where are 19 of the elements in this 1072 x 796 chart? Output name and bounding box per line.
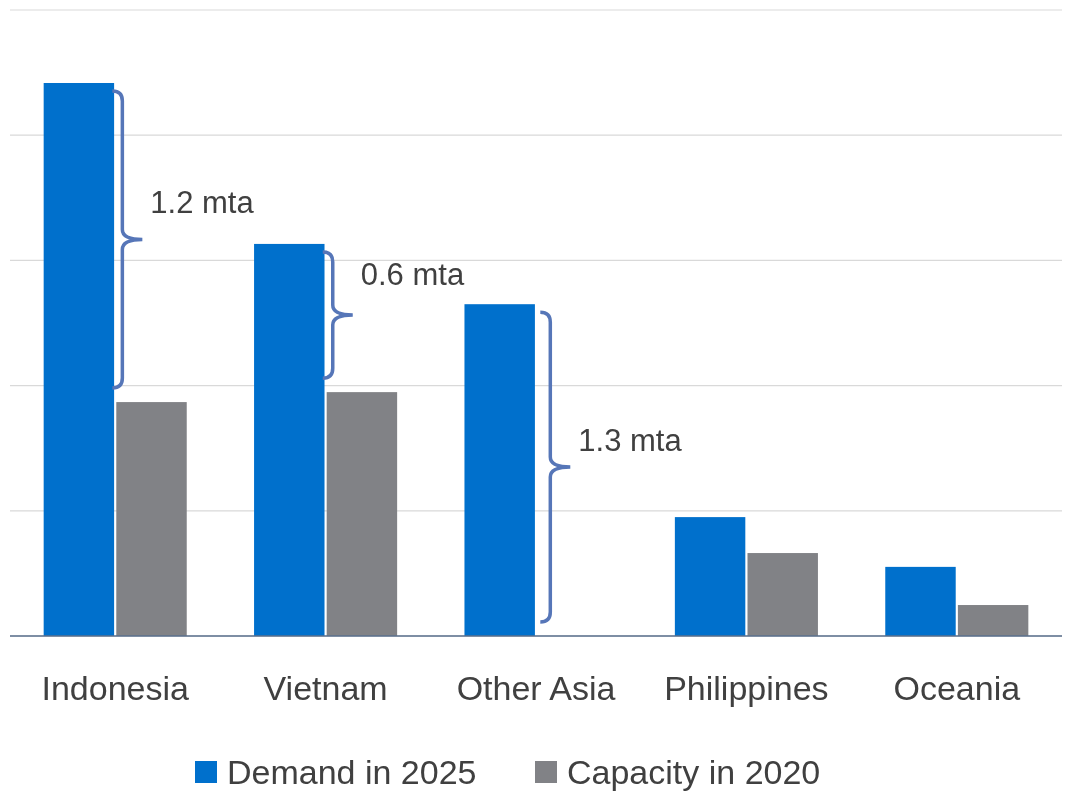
x-tick-label: Other Asia xyxy=(456,669,616,707)
bar xyxy=(464,304,535,636)
x-tick-label: Vietnam xyxy=(263,669,388,707)
bar xyxy=(254,243,325,636)
bar xyxy=(747,553,818,636)
bar xyxy=(957,605,1029,636)
legend-label: Demand in 2025 xyxy=(227,753,477,791)
bar xyxy=(885,566,956,636)
x-tick-label: Philippines xyxy=(664,669,829,707)
bar xyxy=(116,402,187,636)
annotation: 1.3 mta xyxy=(578,422,683,458)
x-tick-label: Indonesia xyxy=(41,669,190,707)
annotation: 1.2 mta xyxy=(150,184,255,220)
annotation: 0.6 mta xyxy=(360,256,465,292)
bar xyxy=(674,517,746,636)
legend-label: Capacity in 2020 xyxy=(567,753,821,791)
x-tick-label: Oceania xyxy=(893,669,1021,707)
bar xyxy=(326,392,398,636)
bar xyxy=(43,83,115,636)
